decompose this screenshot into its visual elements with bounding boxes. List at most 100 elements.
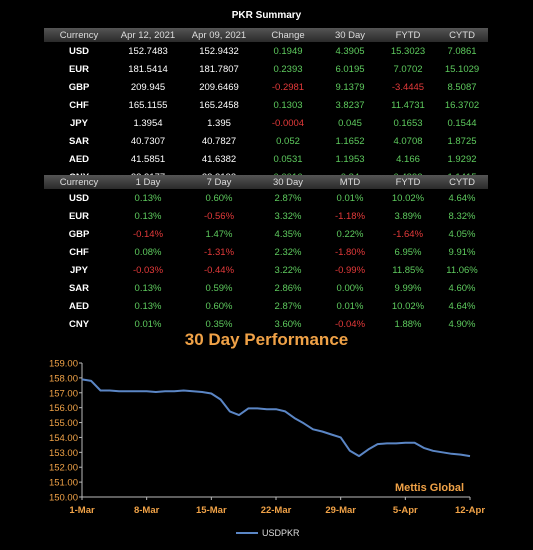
table-row: EUR 181.5414 181.7807 0.2393 6.0195 7.0702 15.… <box>44 60 488 78</box>
rate-apr12-cell: 209.945 <box>130 81 166 93</box>
rate-apr09-cell: 209.6469 <box>199 81 239 93</box>
day1-cell: 0.13% <box>134 300 162 312</box>
column-header: FYTD <box>380 175 436 189</box>
fytd-cell: 11.4731 <box>391 99 425 111</box>
cytd-cell: 15.1029 <box>444 63 480 75</box>
rate-apr09-cell: 165.2458 <box>199 99 239 111</box>
day30-cell: 2.86% <box>274 282 302 294</box>
day30-cell: 1.1953 <box>335 153 365 165</box>
x-tick-label: 1-Mar <box>69 505 95 516</box>
day7-cell: 0.59% <box>205 282 233 294</box>
day30-cell: 3.60% <box>274 318 302 330</box>
column-header: Currency <box>44 175 114 189</box>
column-header: CYTD <box>436 28 488 42</box>
fytd-cell: 10.02% <box>391 192 425 204</box>
x-tick-label: 5-Apr <box>393 505 418 516</box>
mtd-cell: -0.99% <box>334 264 366 276</box>
change-cell: 0.0531 <box>273 153 303 165</box>
day1-cell: 0.13% <box>134 192 162 204</box>
fytd-cell: 3.89% <box>394 210 422 222</box>
table-row: EUR 0.13% -0.56% 3.32% -1.18% 3.89% 8.32% <box>44 207 488 225</box>
rate-apr12-cell: 152.7483 <box>128 45 168 57</box>
rate-apr12-cell: 41.5851 <box>130 153 166 165</box>
cytd-cell: 16.3702 <box>444 99 480 111</box>
chart-title: 30 Day Performance <box>184 330 349 349</box>
column-header: FYTD <box>380 28 436 42</box>
y-tick-label: 154.00 <box>49 433 78 444</box>
cytd-cell: 1.8725 <box>447 135 477 147</box>
cytd-cell: 8.5087 <box>447 81 477 93</box>
y-tick-label: 157.00 <box>49 388 78 399</box>
day30-cell: 9.1379 <box>335 81 365 93</box>
y-tick-label: 150.00 <box>49 493 78 504</box>
day30-cell: 2.87% <box>274 192 302 204</box>
mtd-cell: -0.04% <box>334 318 366 330</box>
cytd-cell: 4.64% <box>448 300 476 312</box>
column-header: Currency <box>44 28 114 42</box>
column-header: 30 Day <box>256 175 320 189</box>
day30-cell: 3.32% <box>274 210 302 222</box>
cytd-cell: 4.90% <box>448 318 476 330</box>
day7-cell: -1.31% <box>203 246 235 258</box>
day7-cell: -0.56% <box>203 210 235 222</box>
day1-cell: 0.13% <box>134 282 162 294</box>
table-row: GBP 209.945 209.6469 -0.2981 9.1379 -3.4445 8.… <box>44 78 488 96</box>
currency-cell: GBP <box>68 81 90 93</box>
currency-cell: JPY <box>70 117 88 129</box>
fytd-cell: -3.4445 <box>391 81 425 93</box>
table-header-row: Currency Apr 12, 2021 Apr 09, 2021 Chang… <box>44 28 488 42</box>
day7-cell: 0.60% <box>205 192 233 204</box>
currency-cell: SAR <box>68 135 90 147</box>
pkr-rates-table: Currency Apr 12, 2021 Apr 09, 2021 Chang… <box>44 28 488 186</box>
fytd-cell: 6.95% <box>394 246 422 258</box>
currency-cell: GBP <box>68 228 90 240</box>
x-tick-label: 22-Mar <box>261 505 292 516</box>
day1-cell: -0.14% <box>132 228 164 240</box>
table-row: AED 0.13% 0.60% 2.87% 0.01% 10.02% 4.64% <box>44 297 488 315</box>
day30-cell: 4.35% <box>274 228 302 240</box>
day30-cell: 2.87% <box>274 300 302 312</box>
rate-apr12-cell: 1.3954 <box>133 117 163 129</box>
cytd-cell: 9.91% <box>448 246 476 258</box>
table-row: CNY 0.01% 0.35% 3.60% -0.04% 1.88% 4.90% <box>44 315 488 333</box>
usdpkr-line-chart: 150.00 151.00 152.00 153.00 154.00 155.00 156.… <box>49 359 485 539</box>
column-header: 7 Day <box>182 175 256 189</box>
column-header: Apr 12, 2021 <box>114 28 182 42</box>
table-row: GBP -0.14% 1.47% 4.35% 0.22% -1.64% 4.05% <box>44 225 488 243</box>
rate-apr09-cell: 181.7807 <box>199 63 239 75</box>
column-header: 30 Day <box>320 28 380 42</box>
change-cell: 0.2393 <box>273 63 303 75</box>
table-row: CHF 165.1155 165.2458 0.1303 3.8237 11.4731 16… <box>44 96 488 114</box>
x-tick-label: 12-Apr <box>455 505 485 516</box>
cytd-cell: 4.60% <box>448 282 476 294</box>
mtd-cell: 0.01% <box>336 192 364 204</box>
column-header: Change <box>256 28 320 42</box>
y-tick-label: 156.00 <box>49 403 78 414</box>
change-cell: -0.0004 <box>271 117 305 129</box>
fytd-cell: 4.0708 <box>393 135 423 147</box>
day30-cell: 0.045 <box>338 117 362 129</box>
fytd-cell: 11.85% <box>392 264 424 276</box>
chart-watermark: Mettis Global <box>395 482 464 494</box>
series-line-usdpkr <box>81 378 471 458</box>
day30-cell: 4.3905 <box>335 45 365 57</box>
day30-cell: 1.1652 <box>335 135 365 147</box>
cytd-cell: 11.06% <box>446 264 478 276</box>
mtd-cell: -1.18% <box>334 210 366 222</box>
day30-cell: 3.8237 <box>335 99 365 111</box>
rate-apr09-cell: 41.6382 <box>201 153 237 165</box>
column-header: CYTD <box>436 175 488 189</box>
fytd-cell: 1.88% <box>394 318 422 330</box>
currency-cell: EUR <box>68 210 90 222</box>
currency-cell: CHF <box>69 99 89 111</box>
change-cell: 0.1949 <box>273 45 303 57</box>
day1-cell: 0.01% <box>134 318 162 330</box>
currency-cell: AED <box>68 153 90 165</box>
rate-apr12-cell: 181.5414 <box>128 63 168 75</box>
currency-cell: JPY <box>70 264 88 276</box>
day30-cell: 3.22% <box>274 264 302 276</box>
currency-cell: USD <box>68 45 90 57</box>
table-row: USD 152.7483 152.9432 0.1949 4.3905 15.3023 7.… <box>44 42 488 60</box>
x-tick-label: 29-Mar <box>325 505 356 516</box>
change-cell: -0.2981 <box>271 81 305 93</box>
